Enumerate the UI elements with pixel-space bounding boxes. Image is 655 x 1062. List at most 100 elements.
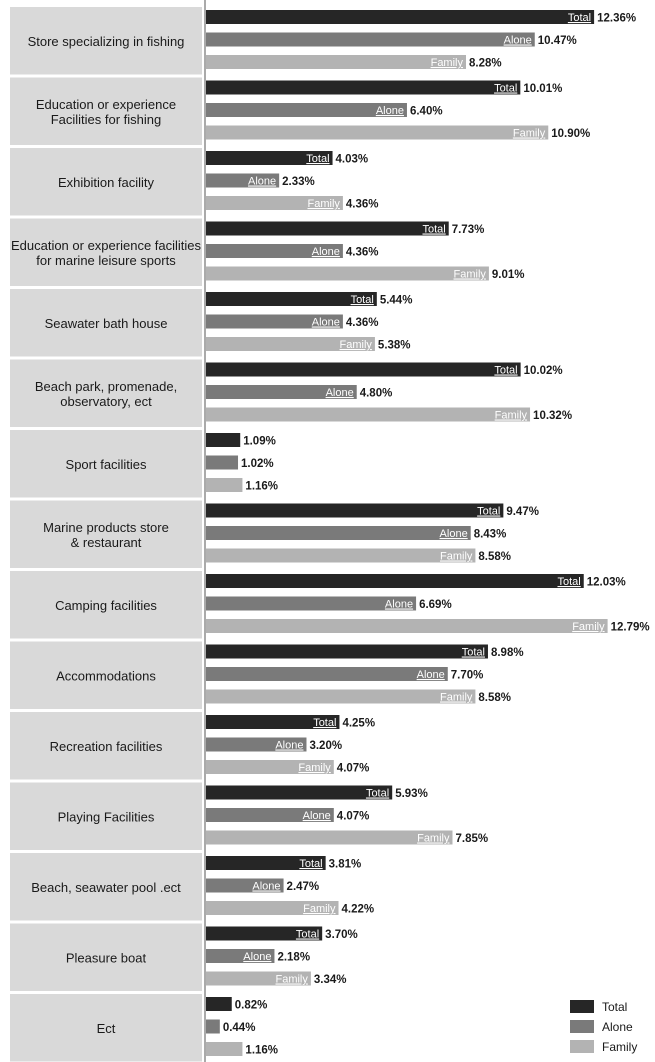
category-label: Exhibition facility (58, 175, 155, 190)
bar-series-label: Alone (417, 669, 445, 681)
bar-total (206, 80, 521, 95)
category-bg (10, 571, 202, 639)
bar-series-label: Alone (312, 317, 340, 329)
bar-series-label: Total (557, 576, 580, 588)
bar-series-label: Alone (243, 951, 271, 963)
bar-series-label: Alone (312, 246, 340, 258)
bar-family (206, 901, 339, 915)
bar-series-label: Total (568, 12, 591, 24)
category-bg (10, 853, 202, 921)
bar-series-label: Family (417, 833, 450, 845)
category-bg (10, 712, 202, 780)
bar-series-label: Alone (385, 599, 413, 611)
bar-family (206, 830, 453, 845)
value-label: 3.81% (329, 859, 362, 871)
value-label: 9.47% (506, 506, 539, 518)
category-label: Accommodations (56, 668, 156, 683)
legend: Total Alone Family (570, 1000, 637, 1054)
category-bg (10, 430, 202, 498)
category-label: Beach, seawater pool .ect (31, 880, 181, 895)
bar-family (206, 478, 243, 492)
bar-total (206, 292, 377, 306)
bar-total (206, 856, 326, 870)
value-label: 0.44% (223, 1022, 256, 1034)
value-label: 6.40% (410, 106, 443, 118)
category-label: Education or experience facilities (11, 238, 202, 253)
value-label: 3.34% (314, 974, 347, 986)
category-label: Seawater bath house (45, 316, 168, 331)
category-label: Beach park, promenade, (35, 379, 177, 394)
value-label: 4.36% (346, 247, 379, 259)
bar-series-label: Alone (326, 387, 354, 399)
bar-alone (206, 314, 343, 329)
value-label: 4.07% (337, 763, 370, 775)
bar-family (206, 619, 608, 633)
bar-total (206, 503, 504, 518)
bar-alone (206, 878, 284, 893)
value-label: 9.01% (492, 269, 525, 281)
bar-alone (206, 667, 448, 681)
bar-alone (206, 385, 357, 399)
bar-total (206, 715, 340, 729)
bar-series-label: Total (422, 224, 445, 236)
value-label: 12.03% (587, 577, 626, 589)
bar-total (206, 644, 488, 659)
bar-series-label: Family (572, 621, 605, 633)
bar-series-label: Alone (248, 176, 276, 188)
value-label: 2.47% (287, 881, 320, 893)
value-label: 10.32% (533, 410, 572, 422)
bar-total (206, 433, 241, 447)
bar-series-label: Alone (440, 528, 468, 540)
category-label: Education or experience (36, 97, 176, 112)
bar-series-label: Family (431, 57, 464, 69)
bar-alone (206, 32, 535, 47)
category-label: Recreation facilities (50, 739, 163, 754)
category-label: Store specializing in fishing (28, 34, 185, 49)
value-label: 2.18% (277, 952, 310, 964)
bar-total (206, 574, 584, 588)
category-bg (10, 289, 202, 357)
bar-family (206, 971, 311, 986)
category-bg (10, 923, 202, 991)
bar-series-label: Family (454, 269, 487, 281)
category-label: Pleasure boat (66, 950, 147, 965)
bar-family (206, 55, 466, 69)
value-label: 5.93% (395, 788, 428, 800)
bar-family (206, 337, 375, 351)
bar-series-label: Family (298, 762, 331, 774)
legend-swatch-family (570, 1040, 594, 1053)
legend-label-total: Total (602, 1000, 627, 1014)
value-label: 5.38% (378, 340, 411, 352)
value-label: 4.07% (337, 811, 370, 823)
value-label: 4.36% (346, 317, 379, 329)
bar-total (206, 362, 521, 377)
bar-series-label: Family (308, 198, 341, 210)
legend-swatch-alone (570, 1020, 594, 1033)
value-label: 8.98% (491, 647, 524, 659)
bar-series-label: Alone (376, 105, 404, 117)
bar-alone (206, 1019, 220, 1034)
bar-family (206, 760, 334, 774)
bar-series-label: Total (299, 858, 322, 870)
bar-total (206, 10, 595, 24)
bar-family (206, 407, 531, 422)
value-label: 4.03% (336, 154, 369, 166)
category-label: observatory, ect (60, 394, 152, 409)
bar-series-label: Family (340, 339, 373, 351)
bar-series-label: Total (494, 365, 517, 377)
value-label: 1.02% (241, 458, 274, 470)
bar-total (206, 997, 232, 1011)
value-label: 4.36% (346, 199, 379, 211)
value-label: 12.79% (611, 622, 650, 634)
bar-family (206, 196, 343, 210)
bar-series-label: Family (513, 128, 546, 140)
bars: Total 12.36% Alone 10.47% Family 8.28% Total 10… (206, 10, 650, 1057)
bar-family (206, 689, 476, 704)
category-labels: Store specializing in fishing Education o… (10, 7, 202, 1062)
category-label: & restaurant (71, 535, 142, 550)
bar-total (206, 151, 333, 165)
value-label: 4.22% (342, 904, 375, 916)
bar-alone (206, 455, 239, 470)
category-bg (10, 7, 202, 75)
